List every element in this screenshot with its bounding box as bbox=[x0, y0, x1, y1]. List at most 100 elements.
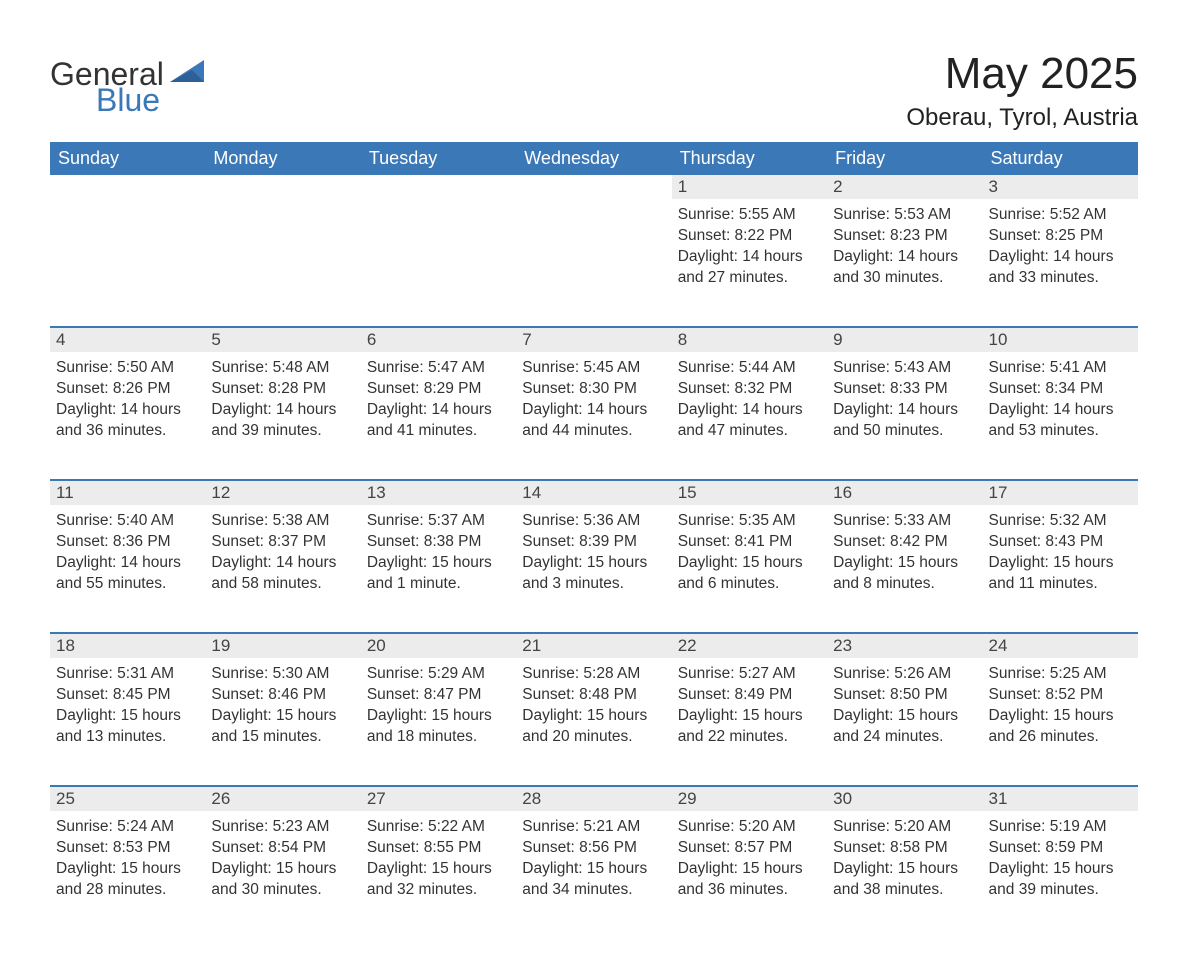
day-content-cell: Sunrise: 5:32 AMSunset: 8:43 PMDaylight:… bbox=[983, 505, 1138, 633]
day-daylight1: Daylight: 14 hours bbox=[211, 400, 354, 421]
day-content-cell bbox=[361, 199, 516, 327]
day-sunrise: Sunrise: 5:52 AM bbox=[989, 205, 1132, 226]
week-number-row: 123 bbox=[50, 175, 1138, 199]
day-content-cell bbox=[50, 199, 205, 327]
day-number-cell: 24 bbox=[983, 633, 1138, 658]
day-daylight2: and 32 minutes. bbox=[367, 880, 510, 901]
day-number: 29 bbox=[678, 789, 697, 808]
day-header-row: Sunday Monday Tuesday Wednesday Thursday… bbox=[50, 142, 1138, 175]
day-daylight2: and 44 minutes. bbox=[522, 421, 665, 442]
day-sunset: Sunset: 8:48 PM bbox=[522, 685, 665, 706]
day-daylight1: Daylight: 15 hours bbox=[678, 859, 821, 880]
week-content-row: Sunrise: 5:40 AMSunset: 8:36 PMDaylight:… bbox=[50, 505, 1138, 633]
day-daylight1: Daylight: 15 hours bbox=[833, 706, 976, 727]
day-content-cell: Sunrise: 5:55 AMSunset: 8:22 PMDaylight:… bbox=[672, 199, 827, 327]
day-sunrise: Sunrise: 5:40 AM bbox=[56, 511, 199, 532]
brand-logo: General Blue bbox=[50, 50, 204, 116]
brand-triangle-icon bbox=[170, 58, 204, 84]
day-daylight1: Daylight: 15 hours bbox=[522, 553, 665, 574]
day-daylight1: Daylight: 14 hours bbox=[678, 247, 821, 268]
day-content-cell: Sunrise: 5:36 AMSunset: 8:39 PMDaylight:… bbox=[516, 505, 671, 633]
day-daylight2: and 27 minutes. bbox=[678, 268, 821, 289]
day-content-cell: Sunrise: 5:33 AMSunset: 8:42 PMDaylight:… bbox=[827, 505, 982, 633]
day-sunrise: Sunrise: 5:29 AM bbox=[367, 664, 510, 685]
title-block: May 2025 Oberau, Tyrol, Austria bbox=[906, 50, 1138, 132]
day-number-cell: 17 bbox=[983, 480, 1138, 505]
day-number-cell: 14 bbox=[516, 480, 671, 505]
day-sunrise: Sunrise: 5:55 AM bbox=[678, 205, 821, 226]
day-sunset: Sunset: 8:55 PM bbox=[367, 838, 510, 859]
day-number-cell: 4 bbox=[50, 327, 205, 352]
day-sunset: Sunset: 8:25 PM bbox=[989, 226, 1132, 247]
day-number-cell: 9 bbox=[827, 327, 982, 352]
calendar-page: General Blue May 2025 Oberau, Tyrol, Aus… bbox=[0, 0, 1188, 979]
day-number: 21 bbox=[522, 636, 541, 655]
day-content-cell: Sunrise: 5:53 AMSunset: 8:23 PMDaylight:… bbox=[827, 199, 982, 327]
day-number-cell: 21 bbox=[516, 633, 671, 658]
day-daylight1: Daylight: 14 hours bbox=[367, 400, 510, 421]
day-sunrise: Sunrise: 5:27 AM bbox=[678, 664, 821, 685]
day-number-cell: 10 bbox=[983, 327, 1138, 352]
day-daylight2: and 36 minutes. bbox=[678, 880, 821, 901]
day-daylight2: and 18 minutes. bbox=[367, 727, 510, 748]
day-number-cell bbox=[516, 175, 671, 199]
day-sunrise: Sunrise: 5:41 AM bbox=[989, 358, 1132, 379]
day-sunset: Sunset: 8:32 PM bbox=[678, 379, 821, 400]
day-sunset: Sunset: 8:22 PM bbox=[678, 226, 821, 247]
day-daylight1: Daylight: 15 hours bbox=[833, 553, 976, 574]
day-sunset: Sunset: 8:26 PM bbox=[56, 379, 199, 400]
day-sunset: Sunset: 8:23 PM bbox=[833, 226, 976, 247]
day-number-cell: 11 bbox=[50, 480, 205, 505]
day-sunrise: Sunrise: 5:25 AM bbox=[989, 664, 1132, 685]
day-number-cell: 31 bbox=[983, 786, 1138, 811]
day-daylight2: and 11 minutes. bbox=[989, 574, 1132, 595]
day-daylight1: Daylight: 15 hours bbox=[678, 706, 821, 727]
day-content-cell: Sunrise: 5:48 AMSunset: 8:28 PMDaylight:… bbox=[205, 352, 360, 480]
day-number-cell: 1 bbox=[672, 175, 827, 199]
day-sunrise: Sunrise: 5:26 AM bbox=[833, 664, 976, 685]
day-number-cell: 7 bbox=[516, 327, 671, 352]
day-number-cell: 27 bbox=[361, 786, 516, 811]
day-number: 11 bbox=[56, 483, 74, 502]
day-daylight1: Daylight: 15 hours bbox=[367, 553, 510, 574]
day-daylight2: and 13 minutes. bbox=[56, 727, 199, 748]
day-number: 16 bbox=[833, 483, 852, 502]
day-sunrise: Sunrise: 5:30 AM bbox=[211, 664, 354, 685]
day-number-cell: 30 bbox=[827, 786, 982, 811]
location-subtitle: Oberau, Tyrol, Austria bbox=[906, 104, 1138, 132]
day-number: 4 bbox=[56, 330, 65, 349]
day-number-cell: 18 bbox=[50, 633, 205, 658]
day-daylight1: Daylight: 14 hours bbox=[989, 400, 1132, 421]
day-sunset: Sunset: 8:49 PM bbox=[678, 685, 821, 706]
day-number-cell: 12 bbox=[205, 480, 360, 505]
week-content-row: Sunrise: 5:24 AMSunset: 8:53 PMDaylight:… bbox=[50, 811, 1138, 939]
day-sunrise: Sunrise: 5:21 AM bbox=[522, 817, 665, 838]
day-content-cell: Sunrise: 5:21 AMSunset: 8:56 PMDaylight:… bbox=[516, 811, 671, 939]
day-content-cell: Sunrise: 5:20 AMSunset: 8:58 PMDaylight:… bbox=[827, 811, 982, 939]
day-sunrise: Sunrise: 5:50 AM bbox=[56, 358, 199, 379]
day-daylight1: Daylight: 14 hours bbox=[211, 553, 354, 574]
day-number-cell: 15 bbox=[672, 480, 827, 505]
day-daylight1: Daylight: 15 hours bbox=[989, 706, 1132, 727]
week-content-row: Sunrise: 5:55 AMSunset: 8:22 PMDaylight:… bbox=[50, 199, 1138, 327]
day-number: 18 bbox=[56, 636, 75, 655]
day-daylight1: Daylight: 14 hours bbox=[678, 400, 821, 421]
day-sunrise: Sunrise: 5:33 AM bbox=[833, 511, 976, 532]
day-content-cell: Sunrise: 5:24 AMSunset: 8:53 PMDaylight:… bbox=[50, 811, 205, 939]
day-number-cell: 6 bbox=[361, 327, 516, 352]
day-number-cell: 5 bbox=[205, 327, 360, 352]
day-daylight2: and 33 minutes. bbox=[989, 268, 1132, 289]
day-number-cell: 28 bbox=[516, 786, 671, 811]
day-number: 10 bbox=[989, 330, 1008, 349]
day-content-cell: Sunrise: 5:23 AMSunset: 8:54 PMDaylight:… bbox=[205, 811, 360, 939]
day-content-cell: Sunrise: 5:40 AMSunset: 8:36 PMDaylight:… bbox=[50, 505, 205, 633]
day-sunrise: Sunrise: 5:36 AM bbox=[522, 511, 665, 532]
day-daylight1: Daylight: 15 hours bbox=[367, 859, 510, 880]
day-number: 9 bbox=[833, 330, 842, 349]
day-daylight1: Daylight: 15 hours bbox=[56, 706, 199, 727]
day-daylight1: Daylight: 15 hours bbox=[56, 859, 199, 880]
day-number: 30 bbox=[833, 789, 852, 808]
day-number-cell bbox=[50, 175, 205, 199]
day-sunset: Sunset: 8:45 PM bbox=[56, 685, 199, 706]
day-daylight2: and 26 minutes. bbox=[989, 727, 1132, 748]
